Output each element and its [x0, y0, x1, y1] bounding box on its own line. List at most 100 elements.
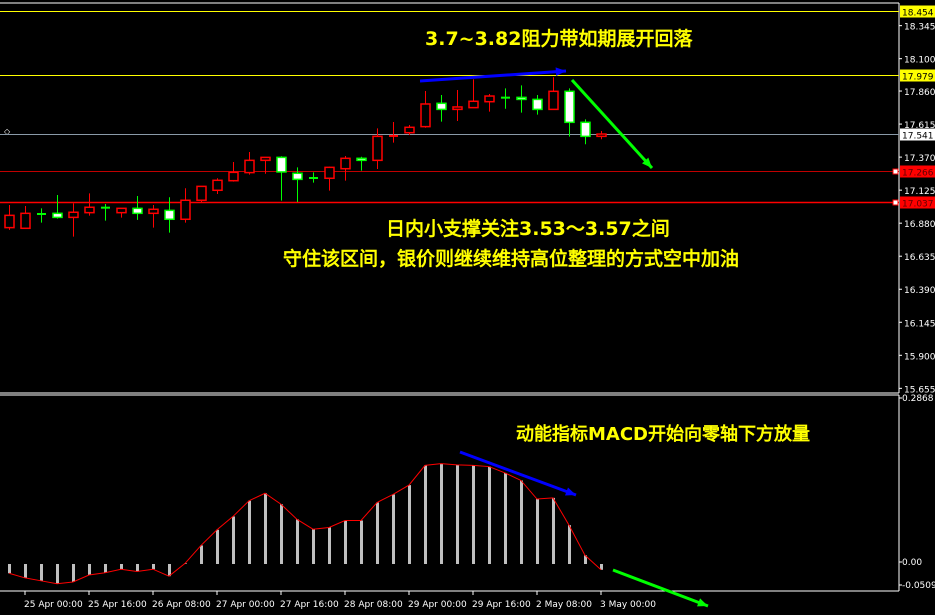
candle-body	[276, 156, 287, 173]
candle-body	[68, 211, 79, 219]
macd-tick-label: 0.2868	[902, 394, 934, 404]
candle-body	[436, 102, 447, 111]
price-level-label-bg	[900, 196, 935, 209]
candle-body	[564, 90, 575, 124]
candle-body	[84, 206, 95, 214]
green-arrow-icon-head	[642, 157, 652, 168]
macd-histogram-bar	[456, 464, 459, 564]
candle-body	[532, 98, 543, 111]
macd-histogram-bar	[360, 520, 363, 564]
annotation-support-2: 守住该区间，银价则继续维持高位整理的方式空中加油	[283, 248, 740, 270]
price-level-label: 17.979	[902, 73, 934, 83]
macd-tick-label: 0.00	[902, 558, 922, 568]
candle-body	[164, 209, 175, 221]
candle-body	[180, 199, 191, 221]
time-tick-label: 27 Apr 16:00	[280, 600, 339, 610]
green-arrow-icon	[612, 568, 709, 608]
price-tick-label: 16.635	[904, 253, 935, 263]
price-tick-label: 15.655	[904, 385, 935, 395]
macd-histogram-bar	[168, 564, 171, 577]
candle-body	[484, 95, 495, 103]
time-tick-label: 26 Apr 08:00	[152, 600, 211, 610]
annotation-support-1: 日内小支撑关注3.53～3.57之间	[386, 218, 670, 240]
candle-body	[404, 126, 415, 134]
candle-body	[132, 207, 143, 215]
macd-histogram-bar	[232, 516, 235, 564]
macd-histogram-bar	[40, 564, 43, 581]
candle-body	[212, 179, 223, 192]
price-tick-label: 17.615	[904, 121, 935, 131]
candle-body	[548, 90, 559, 111]
macd-histogram-bar	[600, 564, 603, 570]
candle-body	[4, 214, 15, 229]
candle-body	[372, 135, 383, 162]
macd-histogram-bar	[312, 529, 315, 564]
candle-body	[260, 156, 271, 162]
candle-body	[596, 133, 607, 138]
macd-histogram-bar	[104, 564, 107, 573]
price-tick-label: 17.860	[904, 88, 935, 98]
blue-arrow-icon-head	[565, 487, 576, 496]
macd-histogram-bar	[408, 485, 411, 564]
candle-body	[52, 212, 63, 219]
candle-body	[516, 96, 527, 101]
price-tick-label: 15.900	[904, 352, 935, 362]
time-tick-label: 25 Apr 16:00	[88, 600, 147, 610]
macd-histogram-bar	[216, 529, 219, 564]
blue-arrow-icon-head	[555, 67, 566, 76]
macd-signal-line	[8, 463, 602, 585]
macd-histogram-bar	[568, 525, 571, 564]
macd-histogram-bar	[88, 564, 91, 576]
annotation-resistance: 3.7~3.82阻力带如期展开回落	[425, 28, 693, 50]
macd-histogram-bar	[584, 555, 587, 564]
price-level-label-bg	[900, 165, 935, 178]
macd-tick-label: -0.0509	[902, 581, 935, 591]
macd-histogram-bar	[56, 564, 59, 584]
macd-histogram-bar	[136, 564, 139, 572]
candle-body	[452, 106, 463, 111]
chart-marker-icon: ◇	[4, 127, 11, 136]
macd-histogram-bar	[72, 564, 75, 582]
time-tick-label: 3 May 00:00	[600, 600, 656, 610]
macd-histogram-bar	[440, 463, 443, 564]
green-arrow-icon-head	[697, 598, 708, 607]
macd-histogram-bar	[344, 520, 347, 564]
price-level-label-bg	[900, 69, 935, 82]
macd-histogram-bar	[200, 545, 203, 564]
candle-body	[20, 212, 31, 230]
macd-histogram-bar	[552, 497, 555, 564]
price-tick-label: 18.345	[904, 23, 935, 33]
macd-histogram-bar	[536, 499, 539, 564]
macd-histogram-bar	[504, 472, 507, 564]
annotation-macd: 动能指标MACD开始向零轴下方放量	[516, 424, 810, 445]
time-tick-label: 2 May 08:00	[536, 600, 592, 610]
price-level-label-bg	[900, 5, 935, 18]
level-handle-icon	[892, 199, 899, 206]
candle-body	[292, 172, 303, 181]
macd-histogram-bar	[184, 563, 187, 564]
macd-histogram-bar	[520, 480, 523, 564]
macd-histogram-bar	[488, 466, 491, 564]
level-handle-icon	[892, 168, 899, 175]
macd-histogram-bar	[296, 519, 299, 564]
macd-histogram-bar	[248, 500, 251, 564]
time-tick-label: 25 Apr 00:00	[24, 600, 83, 610]
candle-body	[420, 103, 431, 128]
price-tick-label: 16.880	[904, 220, 935, 230]
price-tick-label: 17.125	[904, 187, 935, 197]
price-tick-label: 18.100	[904, 56, 935, 66]
macd-histogram-bar	[152, 564, 155, 570]
blue-arrow-icon	[459, 450, 577, 497]
price-tick-label: 17.370	[904, 154, 935, 164]
candle-body	[356, 157, 367, 162]
candle-body	[228, 171, 239, 182]
macd-histogram-bar	[8, 564, 11, 574]
macd-histogram-bar	[328, 527, 331, 564]
candle-body	[244, 159, 255, 174]
time-tick-label: 28 Apr 08:00	[344, 600, 403, 610]
macd-histogram-bar	[120, 564, 123, 570]
price-tick-label: 16.390	[904, 286, 935, 296]
macd-histogram-bar	[264, 493, 267, 564]
price-level-label: 17.266	[902, 169, 934, 179]
